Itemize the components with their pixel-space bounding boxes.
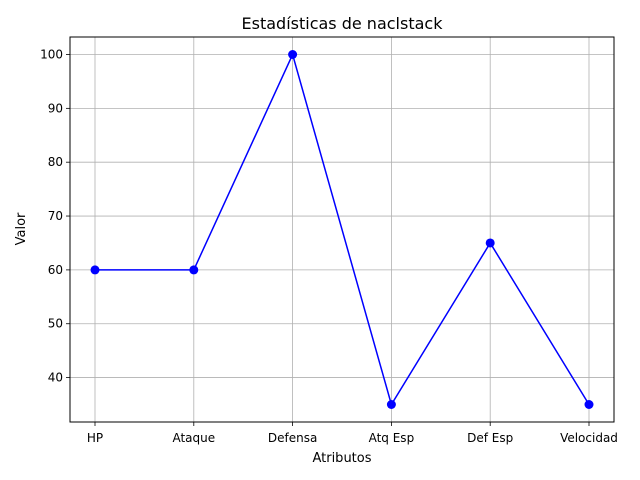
y-tick-label: 100 [40,48,63,62]
x-tick-label: Def Esp [467,431,513,445]
data-point [90,265,100,275]
y-tick-label: 50 [48,317,63,331]
y-axis: 40 50 60 70 80 90 100 [40,48,70,385]
grid [70,37,614,422]
y-tick-label: 60 [48,263,63,277]
series-group [90,50,594,409]
y-axis-label: Valor [14,212,29,245]
chart-title: Estadísticas de naclstack [242,14,444,33]
x-tick-label: Defensa [268,431,317,445]
y-tick-label: 40 [48,371,63,385]
data-point [386,400,396,409]
data-point [485,238,495,248]
x-axis: HP Ataque Defensa Atq Esp Def Esp Velocidad [87,422,618,445]
x-tick-label: Velocidad [560,431,618,445]
series-line [95,52,590,407]
plot-frame [69,36,615,423]
y-tick-label: 80 [48,155,63,169]
data-point [288,50,298,59]
y-tick-label: 90 [48,101,63,115]
y-tick-label: 70 [48,209,63,223]
x-tick-label: Atq Esp [369,431,415,445]
data-point [189,265,199,275]
x-tick-label: HP [87,431,103,445]
data-point [584,400,594,409]
x-axis-label: Atributos [312,451,371,466]
x-tick-label: Ataque [172,431,215,445]
